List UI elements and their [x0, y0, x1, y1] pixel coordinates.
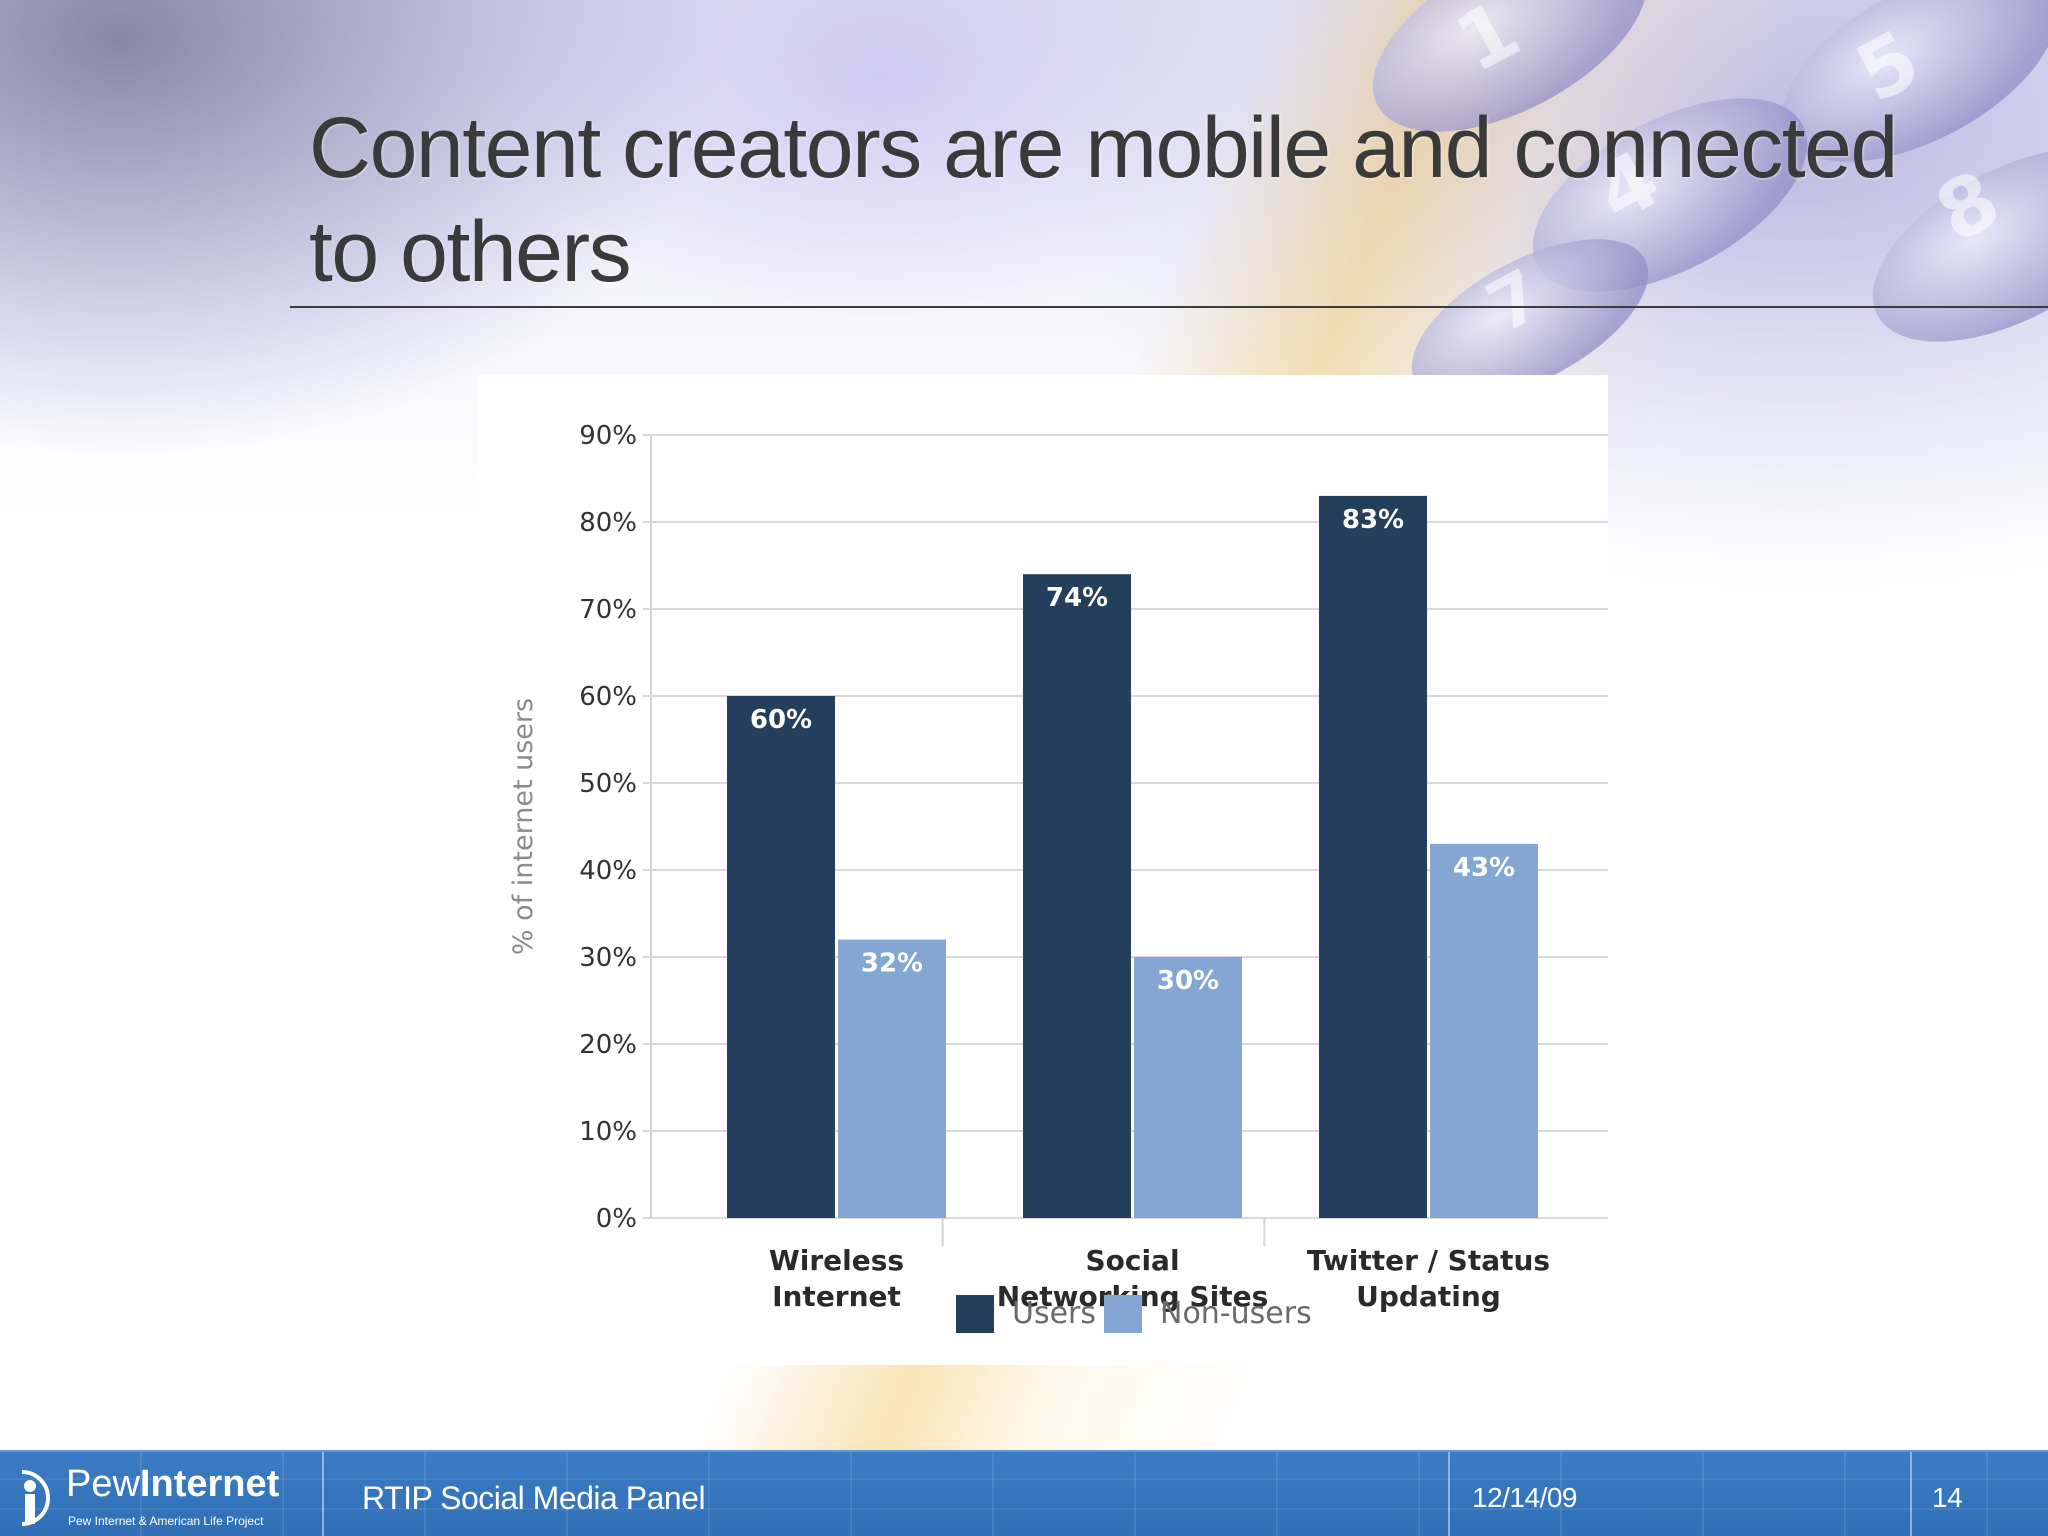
x-category-label: Twitter / Status	[1307, 1244, 1550, 1277]
bar-data-label: 83%	[1342, 505, 1404, 535]
legend-label: Users	[1012, 1296, 1096, 1331]
legend-label: Non-users	[1160, 1296, 1312, 1331]
y-tick-label: 0%	[596, 1204, 637, 1234]
x-category-label: Updating	[1356, 1280, 1501, 1313]
pew-logo-text: PewInternet	[66, 1463, 280, 1505]
footer-divider	[1910, 1452, 1912, 1536]
footer-divider	[322, 1452, 324, 1536]
y-tick-label: 70%	[579, 595, 637, 625]
footer-date: 12/14/09	[1472, 1482, 1578, 1513]
bar-chart: 0% 10% 20% 30% 40% 50% 60% 70% 80% 90% % of intern…	[508, 421, 1608, 1333]
legend-swatch-0	[956, 1295, 994, 1333]
bar-data-label: 30%	[1157, 966, 1219, 996]
y-axis-label: % of internet users	[508, 698, 539, 955]
footer-divider	[1448, 1452, 1450, 1536]
bar-users-2	[1319, 495, 1427, 1218]
bar-data-label: 43%	[1453, 853, 1515, 883]
y-tick-label: 40%	[579, 856, 637, 886]
title-divider	[290, 306, 2048, 308]
slide-title: Content creators are mobile and connecte…	[309, 100, 1898, 300]
y-tick-label: 10%	[579, 1117, 637, 1147]
y-tick-label: 80%	[579, 508, 637, 538]
footer-pattern	[0, 1452, 2048, 1536]
bar-users-1	[1023, 574, 1131, 1218]
footer-page-number: 14	[1932, 1482, 1963, 1513]
bar-non-users-2	[1430, 843, 1538, 1218]
bar-non-users-0	[838, 939, 946, 1218]
x-category-label: Social	[1085, 1244, 1179, 1277]
y-tick-label: 90%	[579, 421, 637, 451]
legend-swatch-1	[1104, 1295, 1142, 1333]
y-tick-label: 20%	[579, 1030, 637, 1060]
y-tick-label: 60%	[579, 682, 637, 712]
pew-logo-icon	[21, 1470, 50, 1526]
footer-presentation-title: RTIP Social Media Panel	[362, 1480, 706, 1516]
x-category-label: Internet	[772, 1280, 901, 1313]
bar-non-users-1	[1134, 957, 1242, 1218]
bar-data-label: 32%	[861, 949, 923, 979]
bar-users-0	[727, 696, 835, 1218]
y-tick-label: 30%	[579, 943, 637, 973]
y-tick-label: 50%	[579, 769, 637, 799]
footer-bar: PewInternet Pew Internet & American Life…	[0, 1450, 2048, 1536]
x-category-label: Wireless	[769, 1244, 904, 1277]
bar-data-label: 74%	[1046, 583, 1108, 613]
bar-data-label: 60%	[750, 705, 812, 735]
pew-logo-subtitle: Pew Internet & American Life Project	[68, 1514, 264, 1528]
